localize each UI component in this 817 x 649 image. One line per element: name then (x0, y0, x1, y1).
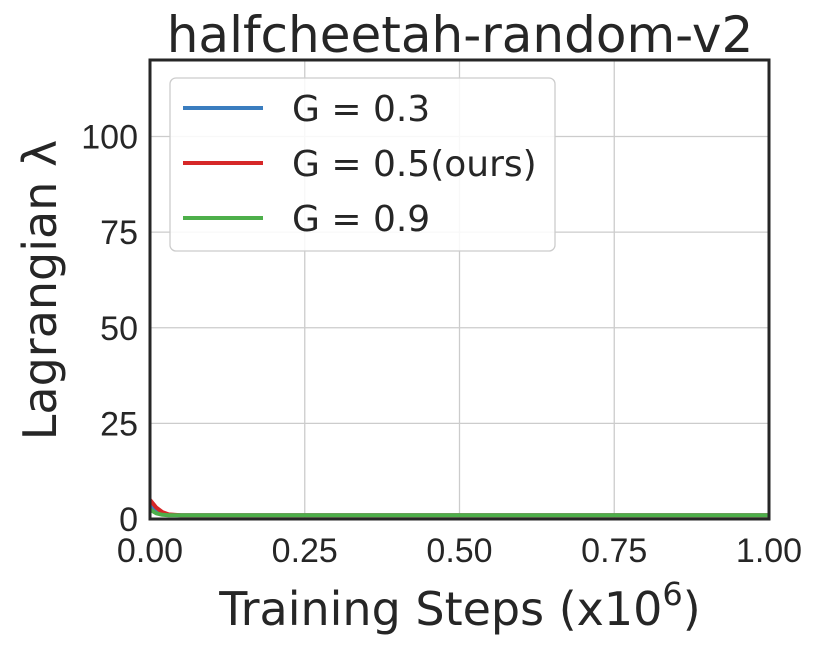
legend: G = 0.3 G = 0.5(ours) G = 0.9 (169, 77, 556, 252)
legend-label-0: G = 0.3 (292, 89, 430, 130)
x-tick-label: 0.75 (581, 532, 647, 570)
plot-frame (148, 58, 771, 521)
x-axis-label-close: ) (683, 582, 701, 636)
tick-labels: 0.00 0.25 0.50 0.75 1.00 0 25 50 75 100 (81, 119, 802, 571)
x-axis-label-main: Training Steps (x10 (218, 582, 662, 636)
x-tick-label: 0.00 (117, 532, 183, 570)
y-tick-label: 100 (81, 119, 138, 157)
x-tick-label: 0.25 (272, 532, 338, 570)
chart-title: halfcheetah-random-v2 (167, 6, 754, 64)
x-tick-label: 1.00 (736, 532, 802, 570)
y-tick-label: 75 (100, 214, 138, 252)
legend-label-2: G = 0.9 (292, 199, 430, 240)
series-lines (148, 498, 769, 518)
y-axis-label: Lagrangian λ (13, 140, 67, 440)
x-tick-label: 0.50 (426, 532, 492, 570)
series-line-2 (148, 507, 769, 518)
x-axis-label-exponent: 6 (662, 575, 682, 613)
legend-label-1: G = 0.5(ours) (292, 144, 537, 185)
y-tick-label: 25 (100, 405, 138, 443)
x-axis-label: Training Steps (x106) (218, 575, 700, 636)
y-tick-label: 0 (119, 501, 138, 539)
y-tick-label: 50 (100, 310, 138, 348)
legend-box (169, 77, 556, 252)
